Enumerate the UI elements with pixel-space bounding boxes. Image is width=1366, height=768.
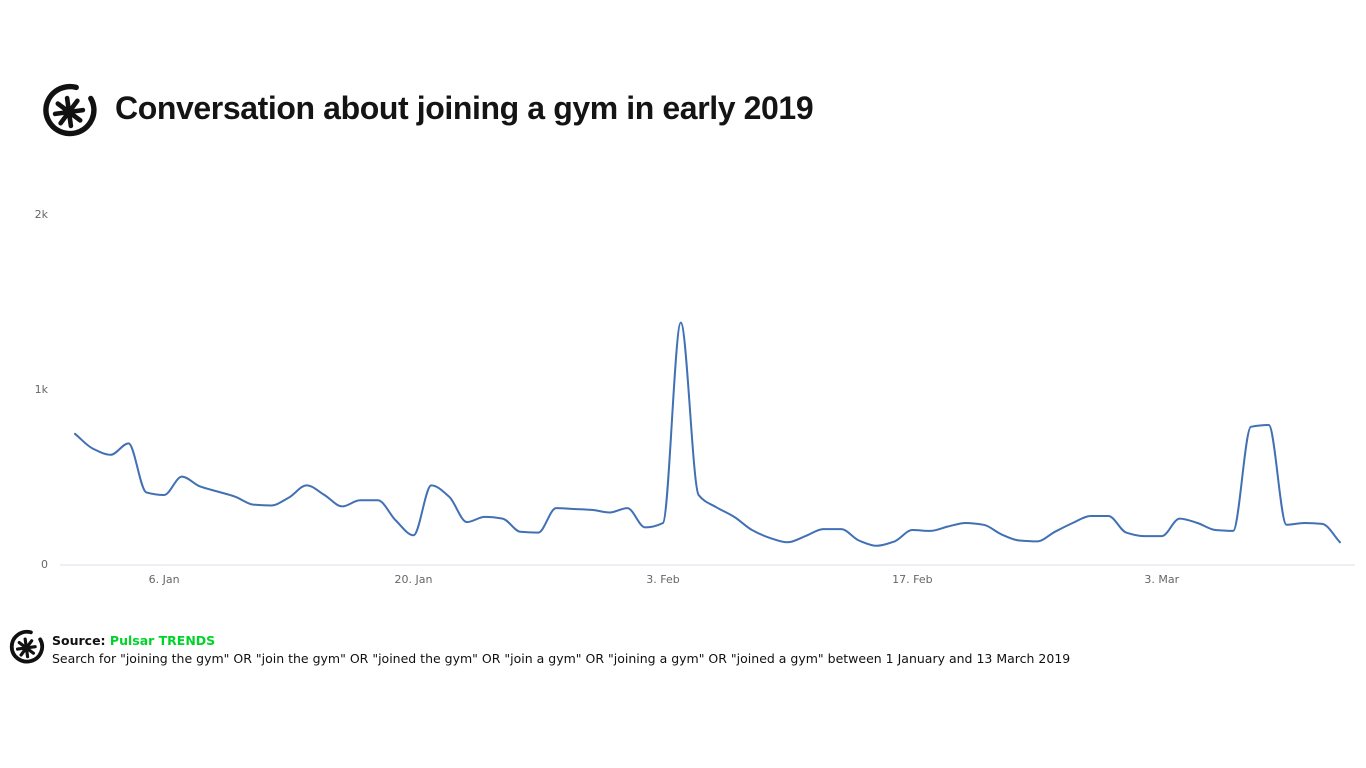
y-tick-label: 2k xyxy=(34,208,48,221)
y-tick-label: 0 xyxy=(41,558,48,571)
x-tick-label: 6. Jan xyxy=(148,573,180,586)
source-name: Pulsar TRENDS xyxy=(109,633,216,648)
page-title: Conversation about joining a gym in earl… xyxy=(115,90,814,126)
search-query-description: Search for "joining the gym" OR "join th… xyxy=(52,651,1071,666)
x-tick-label: 3. Mar xyxy=(1144,573,1180,586)
series-line xyxy=(74,321,1341,547)
x-tick-label: 17. Feb xyxy=(892,573,933,586)
y-tick-label: 1k xyxy=(34,383,48,396)
x-tick-label: 3. Feb xyxy=(646,573,680,586)
source-line: Source: Pulsar TRENDS xyxy=(52,632,1332,649)
source-label: Source: xyxy=(52,633,106,648)
footer: Source: Pulsar TRENDS Search for "joinin… xyxy=(52,632,1332,667)
pulsar-logo-icon xyxy=(40,78,100,140)
pulsar-logo-icon xyxy=(8,626,46,666)
report-header: Conversation about joining a gym in earl… xyxy=(0,0,1366,160)
x-tick-label: 20. Jan xyxy=(394,573,433,586)
